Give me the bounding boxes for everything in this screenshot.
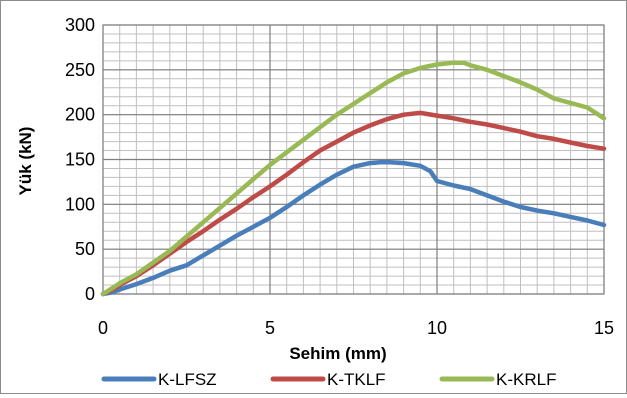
- legend-label-k-tklf: K-TKLF: [327, 370, 386, 389]
- x-axis-tick-labels: 0 5 10 15: [98, 318, 614, 338]
- x-tick-label: 5: [265, 318, 275, 338]
- y-tick-label: 300: [65, 15, 95, 35]
- y-tick-label: 150: [65, 150, 95, 170]
- plot-area-border: [102, 24, 605, 295]
- y-tick-label: 50: [75, 239, 95, 259]
- series-lines: [100, 60, 607, 297]
- y-tick-label: 0: [85, 284, 95, 304]
- y-tick-label: 250: [65, 60, 95, 80]
- x-tick-label: 10: [427, 318, 447, 338]
- y-tick-label: 200: [65, 105, 95, 125]
- x-tick-label: 15: [594, 318, 614, 338]
- y-axis-tick-labels: 0 50 100 150 200 250 300: [65, 15, 95, 304]
- plot-border: [102, 24, 605, 295]
- y-tick-label: 100: [65, 194, 95, 214]
- legend-label-k-lfsz: K-LFSZ: [158, 370, 217, 389]
- legend-label-k-krlf: K-KRLF: [496, 370, 556, 389]
- series-line-k-krlf: [100, 60, 607, 297]
- legend: K-LFSZ K-TKLF K-KRLF: [101, 370, 556, 389]
- series-line-k-lfsz: [100, 159, 607, 297]
- x-axis-title: Sehim (mm): [289, 344, 386, 363]
- y-axis-title: Yük (kN): [16, 127, 35, 196]
- x-tick-label: 0: [98, 318, 108, 338]
- series-line-k-tklf: [100, 110, 607, 297]
